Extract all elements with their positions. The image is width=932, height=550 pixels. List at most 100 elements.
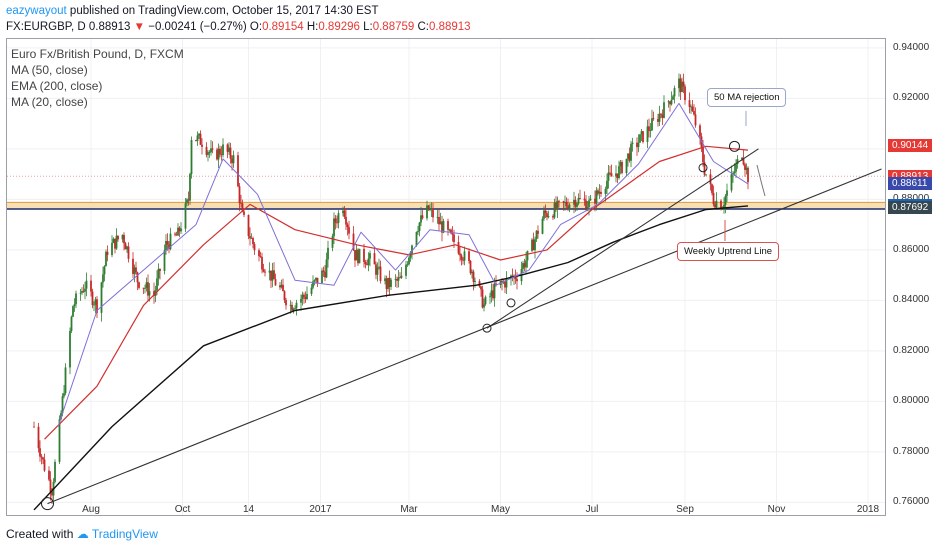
candle-body	[637, 142, 640, 148]
candle-body	[51, 491, 53, 496]
candle-body	[711, 184, 713, 193]
high-value: 0.89296	[318, 21, 360, 33]
touch-circle	[482, 323, 492, 333]
y-tick-label: 0.76000	[893, 496, 930, 508]
candle-body	[493, 283, 496, 299]
candle-body	[616, 173, 619, 179]
candle-body	[159, 268, 161, 271]
candle-body	[258, 250, 260, 257]
candle-body	[565, 201, 568, 207]
legend-ma20[interactable]: MA (20, close)	[11, 95, 88, 109]
candle-body	[544, 210, 547, 214]
candle-body	[595, 190, 598, 204]
candle-body	[693, 111, 695, 115]
candle-body	[94, 299, 97, 305]
candle-body	[448, 229, 451, 231]
candle-body	[367, 258, 370, 266]
candle-body	[385, 278, 388, 289]
candle-body	[124, 243, 127, 250]
projection-arrow	[756, 164, 766, 197]
candle-body	[301, 294, 304, 299]
candle-body	[583, 198, 586, 201]
x-tick-label: 2018	[856, 504, 880, 515]
candle-body	[283, 291, 286, 301]
candle-body	[324, 272, 326, 278]
candle-body	[237, 155, 239, 187]
candle-body	[268, 270, 271, 273]
candle-body	[366, 264, 368, 266]
low-value: 0.88759	[372, 21, 415, 33]
candle-body	[93, 304, 95, 306]
candle-body	[621, 162, 623, 174]
candle-body	[345, 216, 347, 225]
candle-body	[42, 457, 44, 460]
candle-body	[537, 230, 539, 234]
footer: Created with ☁ TradingView	[6, 527, 158, 541]
candle-body	[469, 261, 472, 274]
candle-body	[415, 232, 418, 246]
candle-body	[100, 282, 103, 313]
candle-body	[526, 250, 529, 261]
candle-body	[69, 330, 71, 368]
candle-body	[201, 144, 203, 147]
candle-body	[271, 270, 274, 281]
candle-body	[136, 272, 139, 283]
candle-body	[61, 396, 64, 414]
touch-circle	[698, 163, 708, 173]
candle-body	[670, 99, 673, 105]
candle-body	[325, 259, 328, 278]
down-arrow-icon: ▼	[133, 21, 146, 33]
y-tick-label: 0.94000	[893, 41, 930, 53]
uptrend-callout: Weekly Uptrend Line	[677, 242, 780, 261]
candle-body	[657, 118, 659, 122]
legend-ema200[interactable]: EMA (200, close)	[11, 79, 103, 93]
candle-body	[649, 130, 652, 132]
candle-body	[747, 167, 749, 183]
candle-body	[661, 114, 664, 118]
x-tick-label: Nov	[767, 504, 786, 515]
trendline-weekly-uptrend	[47, 168, 882, 505]
candle-body	[73, 304, 76, 307]
candle-body	[394, 279, 397, 280]
candle-body	[64, 367, 67, 394]
candle-body	[261, 257, 263, 270]
tradingview-brand[interactable]: TradingView	[91, 527, 158, 541]
candle-body	[396, 279, 398, 281]
candle-body	[102, 274, 104, 283]
candle-body	[598, 191, 601, 194]
author-link[interactable]: eazywayout	[6, 5, 67, 17]
candle-body	[306, 293, 308, 300]
candle-body	[690, 106, 692, 108]
x-tick-label: Aug	[82, 504, 100, 515]
candle-body	[588, 200, 590, 208]
candle-body	[279, 285, 281, 288]
candle-body	[705, 174, 707, 176]
candle-body	[432, 208, 434, 218]
candle-body	[726, 190, 728, 196]
candle-body	[720, 200, 722, 210]
candle-body	[555, 202, 557, 210]
candle-body	[238, 186, 241, 204]
legend-ma50[interactable]: MA (50, close)	[11, 63, 88, 77]
candle-body	[409, 253, 412, 258]
candle-body	[216, 149, 218, 160]
candle-body	[585, 200, 587, 211]
candle-body	[715, 200, 718, 208]
chart-frame[interactable]	[6, 38, 886, 516]
candle-body	[135, 267, 137, 273]
candle-body	[96, 299, 98, 313]
candle-body	[547, 216, 550, 218]
x-tick-label: 14	[242, 504, 255, 515]
candle-body	[291, 304, 293, 311]
candle-body	[355, 249, 358, 261]
candle-body	[660, 113, 662, 115]
candle-body	[115, 235, 118, 249]
candle-body	[289, 304, 292, 306]
price-axis[interactable]: 0.940000.920000.900000.880000.860000.840…	[887, 38, 932, 516]
candle-body	[636, 142, 638, 148]
candle-body	[274, 279, 277, 286]
candle-body	[684, 86, 686, 101]
candle-body	[348, 227, 350, 234]
candle-body	[243, 211, 245, 215]
